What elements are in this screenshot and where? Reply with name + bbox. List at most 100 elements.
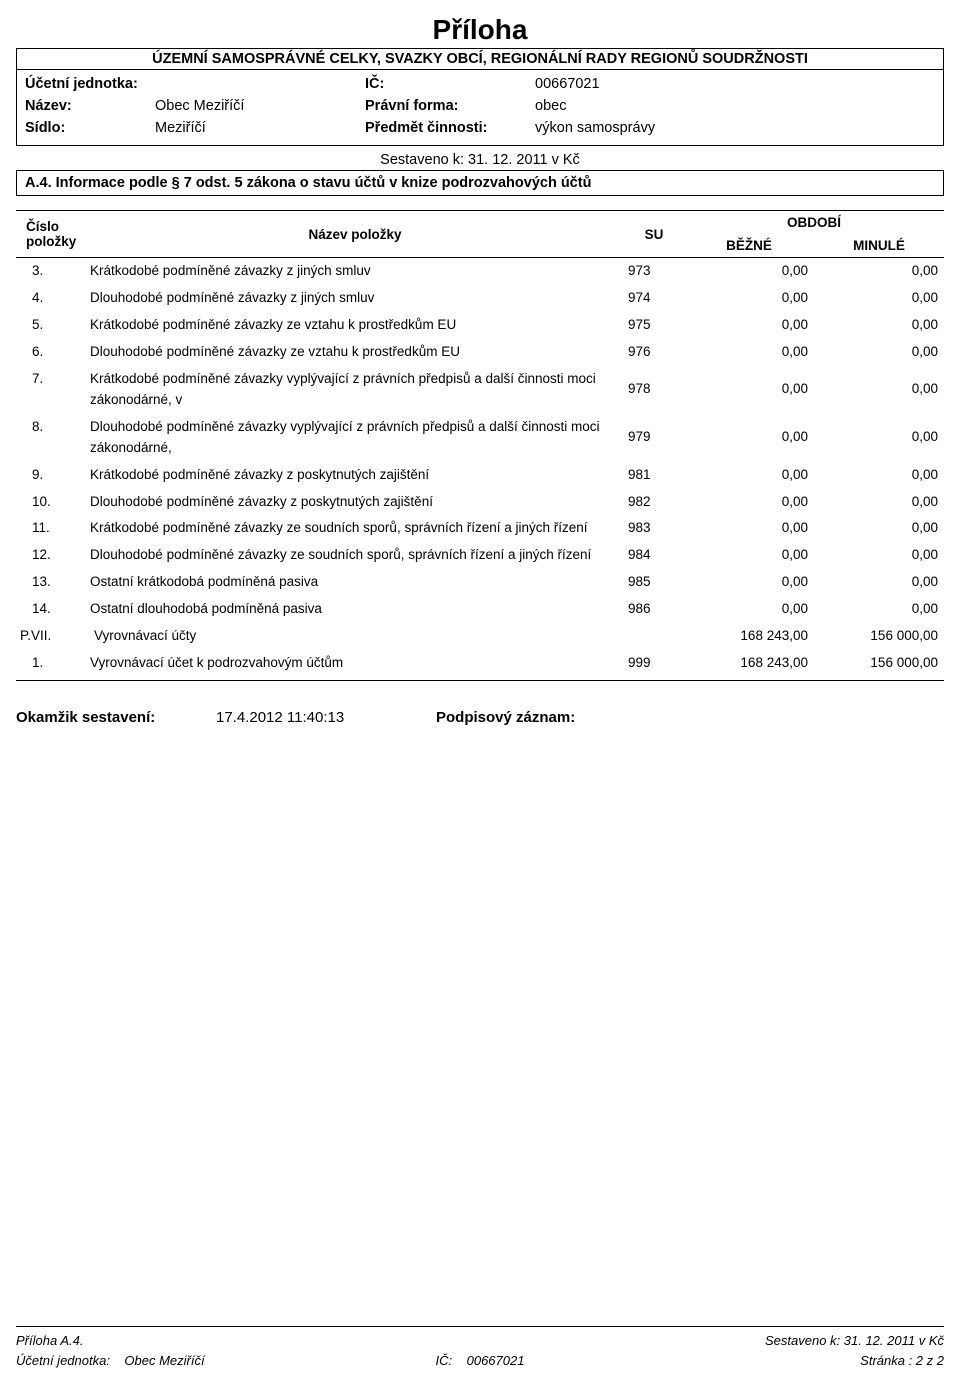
row-name: Vyrovnávací účty: [86, 623, 624, 650]
nazev-label: Název:: [25, 96, 155, 118]
row-name: Ostatní dlouhodobá podmíněná pasiva: [86, 596, 624, 623]
row-bezne: 0,00: [684, 366, 814, 414]
row-su: 973: [624, 258, 684, 285]
info-block: Účetní jednotka: IČ: 00667021 Název: Obe…: [16, 70, 944, 146]
table-row: 12.Dlouhodobé podmíněné závazky ze soudn…: [16, 542, 944, 569]
row-num: 11.: [16, 515, 86, 542]
row-num: 13.: [16, 569, 86, 596]
row-su: 976: [624, 339, 684, 366]
row-su: 985: [624, 569, 684, 596]
row-minule: 0,00: [814, 569, 944, 596]
row-name: Krátkodobé podmíněné závazky ze vztahu k…: [86, 312, 624, 339]
data-table: Číslo položky Název položky SU OBDOBÍ BĚ…: [16, 210, 944, 681]
table-row: 10.Dlouhodobé podmíněné závazky z poskyt…: [16, 489, 944, 516]
row-num: 6.: [16, 339, 86, 366]
row-minule: 0,00: [814, 596, 944, 623]
row-minule: 0,00: [814, 339, 944, 366]
row-su: 986: [624, 596, 684, 623]
footer: Příloha A.4. Sestaveno k: 31. 12. 2011 v…: [16, 1326, 944, 1370]
section-title: A.4. Informace podle § 7 odst. 5 zákona …: [16, 170, 944, 196]
ucetni-jednotka-label: Účetní jednotka:: [25, 74, 155, 96]
row-bezne: 0,00: [684, 489, 814, 516]
footer-uj-label: Účetní jednotka:: [16, 1353, 110, 1368]
footer-ic-value: 00667021: [467, 1353, 525, 1368]
row-bezne: 0,00: [684, 414, 814, 462]
th-su: SU: [624, 211, 684, 258]
table-row: 3.Krátkodobé podmíněné závazky z jiných …: [16, 258, 944, 285]
row-minule: 0,00: [814, 414, 944, 462]
th-bezne: BĚŽNÉ: [684, 234, 814, 258]
row-bezne: 0,00: [684, 339, 814, 366]
nazev-value: Obec Meziříčí: [155, 96, 365, 118]
row-bezne: 0,00: [684, 542, 814, 569]
row-su: 983: [624, 515, 684, 542]
row-su: 982: [624, 489, 684, 516]
row-num: 7.: [16, 366, 86, 414]
row-bezne: 0,00: [684, 462, 814, 489]
row-num: 12.: [16, 542, 86, 569]
predmet-value: výkon samosprávy: [535, 118, 935, 140]
row-minule: 0,00: [814, 489, 944, 516]
table-row: 4.Dlouhodobé podmíněné závazky z jiných …: [16, 285, 944, 312]
row-name: Dlouhodobé podmíněné závazky ze vztahu k…: [86, 339, 624, 366]
ic-value: 00667021: [535, 74, 935, 96]
row-num: 9.: [16, 462, 86, 489]
row-name: Krátkodobé podmíněné závazky vyplývající…: [86, 366, 624, 414]
table-row: 1.Vyrovnávací účet k podrozvahovým účtům…: [16, 650, 944, 680]
table-row: 9.Krátkodobé podmíněné závazky z poskytn…: [16, 462, 944, 489]
th-obdobi: OBDOBÍ: [684, 211, 944, 235]
pravni-forma-value: obec: [535, 96, 935, 118]
okamzik-value: 17.4.2012 11:40:13: [216, 709, 436, 726]
table-row: 6.Dlouhodobé podmíněné závazky ze vztahu…: [16, 339, 944, 366]
row-num: 4.: [16, 285, 86, 312]
row-bezne: 0,00: [684, 285, 814, 312]
sidlo-label: Sídlo:: [25, 118, 155, 140]
subtitle: ÚZEMNÍ SAMOSPRÁVNÉ CELKY, SVAZKY OBCÍ, R…: [16, 48, 944, 70]
row-num: P.VII.: [16, 623, 86, 650]
row-num: 8.: [16, 414, 86, 462]
table-row: 13.Ostatní krátkodobá podmíněná pasiva98…: [16, 569, 944, 596]
row-bezne: 168 243,00: [684, 623, 814, 650]
row-name: Dlouhodobé podmíněné závazky z poskytnut…: [86, 489, 624, 516]
footer-uj-value: Obec Meziříčí: [124, 1353, 204, 1368]
row-minule: 0,00: [814, 258, 944, 285]
row-su: 974: [624, 285, 684, 312]
footer-priloha: Příloha A.4.: [16, 1331, 480, 1351]
row-num: 10.: [16, 489, 86, 516]
row-num: 1.: [16, 650, 86, 680]
table-row: 5.Krátkodobé podmíněné závazky ze vztahu…: [16, 312, 944, 339]
row-num: 3.: [16, 258, 86, 285]
row-minule: 0,00: [814, 312, 944, 339]
footer-sestaveno: Sestaveno k: 31. 12. 2011 v Kč: [480, 1331, 944, 1351]
row-name: Ostatní krátkodobá podmíněná pasiva: [86, 569, 624, 596]
row-minule: 0,00: [814, 366, 944, 414]
row-bezne: 0,00: [684, 596, 814, 623]
predmet-label: Předmět činnosti:: [365, 118, 535, 140]
row-bezne: 0,00: [684, 515, 814, 542]
row-name: Krátkodobé podmíněné závazky z poskytnut…: [86, 462, 624, 489]
table-row: 14.Ostatní dlouhodobá podmíněná pasiva98…: [16, 596, 944, 623]
row-minule: 0,00: [814, 515, 944, 542]
row-name: Dlouhodobé podmíněné závazky ze soudních…: [86, 542, 624, 569]
footer-ic-label: IČ:: [436, 1353, 453, 1368]
footer-stranka: Stránka : 2 z 2: [635, 1351, 944, 1371]
row-minule: 0,00: [814, 285, 944, 312]
row-su: 975: [624, 312, 684, 339]
row-name: Dlouhodobé podmíněné závazky z jiných sm…: [86, 285, 624, 312]
row-name: Dlouhodobé podmíněné závazky vyplývající…: [86, 414, 624, 462]
table-row: 11.Krátkodobé podmíněné závazky ze soudn…: [16, 515, 944, 542]
row-su: 981: [624, 462, 684, 489]
podpis-label: Podpisový záznam:: [436, 709, 575, 726]
sestaveno-line: Sestaveno k: 31. 12. 2011 v Kč: [16, 152, 944, 168]
row-num: 5.: [16, 312, 86, 339]
th-nazev: Název položky: [86, 211, 624, 258]
row-minule: 156 000,00: [814, 623, 944, 650]
row-su: [624, 623, 684, 650]
pravni-forma-label: Právní forma:: [365, 96, 535, 118]
signature-row: Okamžik sestavení: 17.4.2012 11:40:13 Po…: [16, 709, 944, 726]
okamzik-label: Okamžik sestavení:: [16, 709, 216, 726]
row-name: Krátkodobé podmíněné závazky ze soudních…: [86, 515, 624, 542]
sidlo-value: Meziříčí: [155, 118, 365, 140]
ic-label: IČ:: [365, 74, 535, 96]
th-cislo: Číslo položky: [16, 211, 86, 258]
